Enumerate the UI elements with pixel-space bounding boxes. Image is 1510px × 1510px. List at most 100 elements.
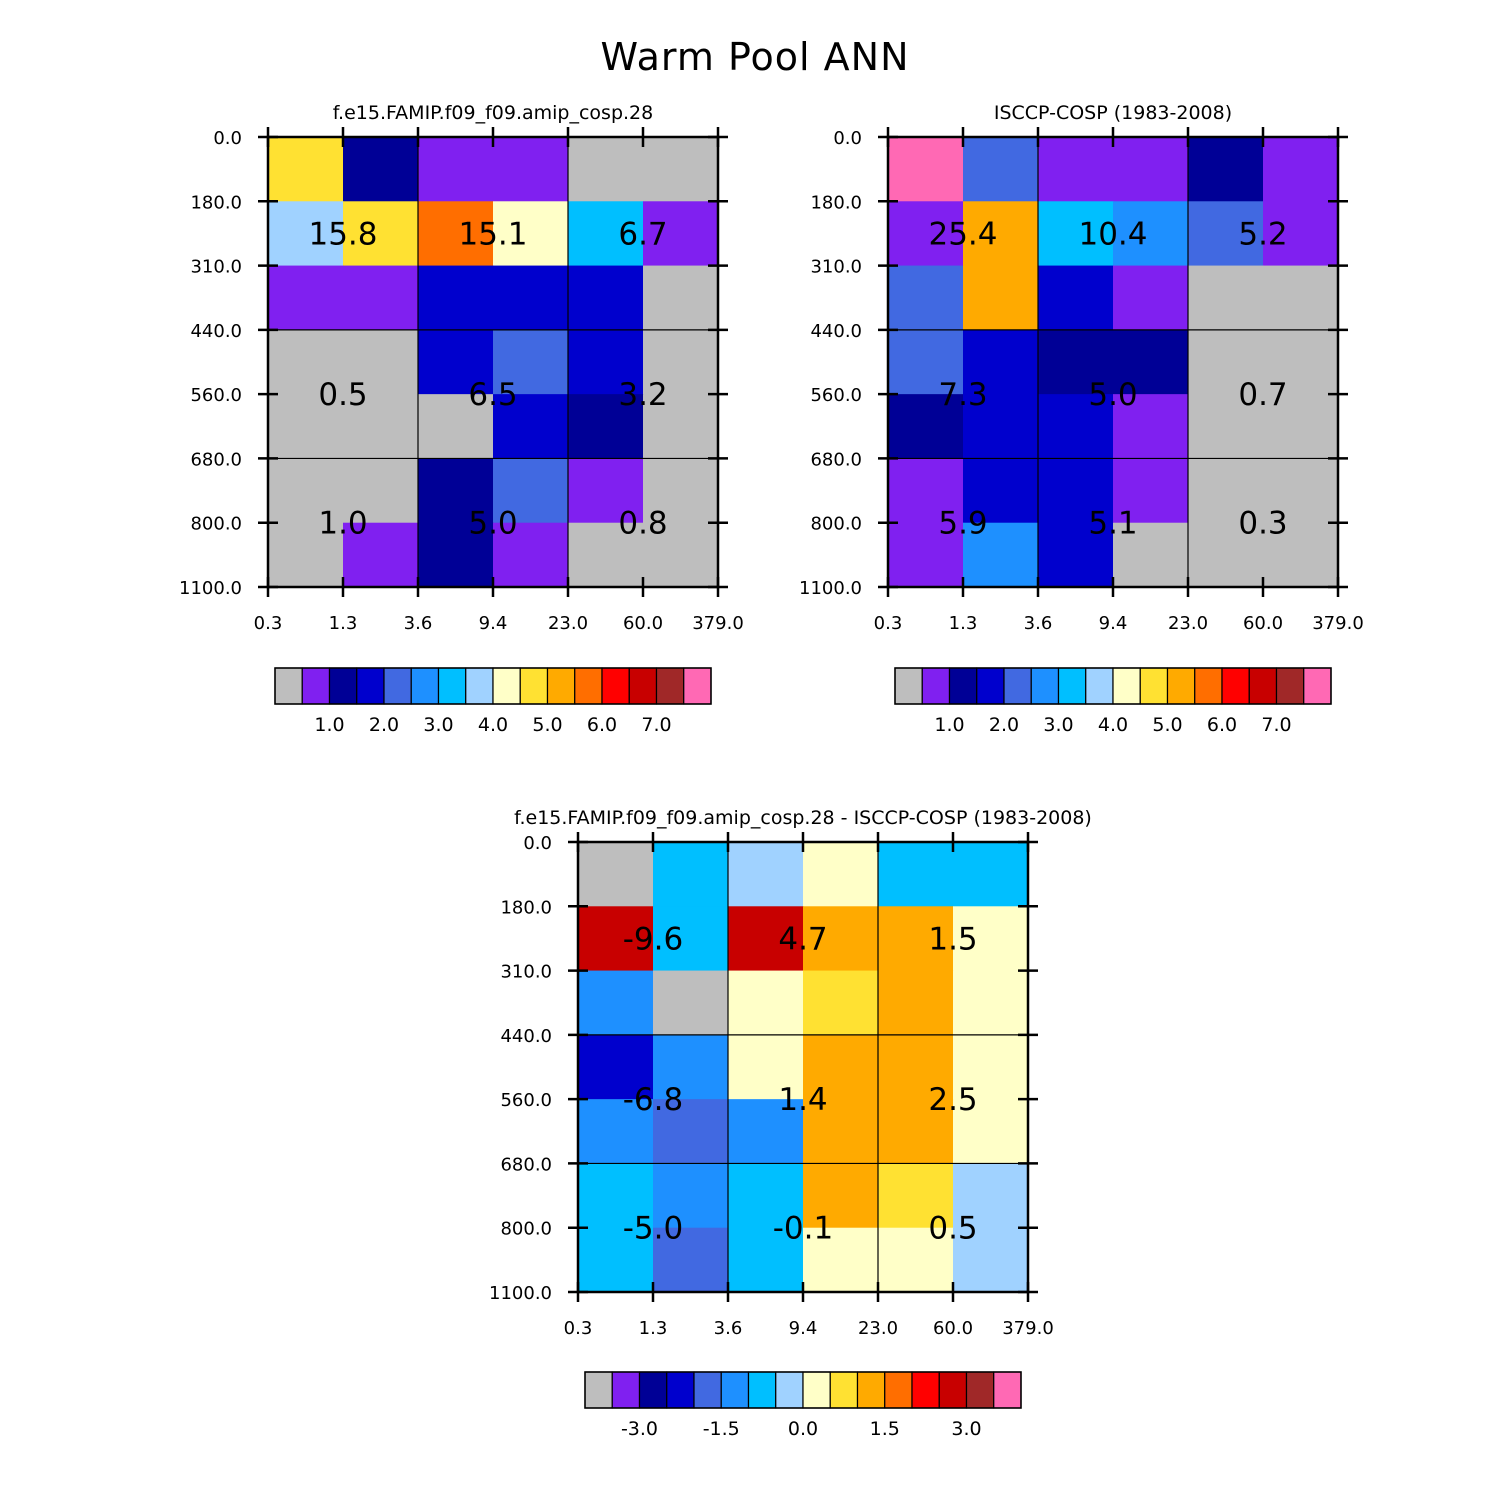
heatmap-cell (643, 265, 719, 331)
colorbar-swatch (1003, 667, 1032, 705)
y-tick-label: 800.0 (190, 514, 242, 535)
heatmap-cell (953, 1034, 1029, 1100)
colorbar-swatch (655, 667, 685, 705)
heatmap-cell (643, 329, 719, 395)
heatmap-cell (803, 842, 879, 907)
colorbar-tick-label: 0.0 (788, 1418, 818, 1440)
box-sum-label: 0.5 (928, 1211, 977, 1247)
heatmap-cell (1038, 394, 1114, 459)
x-tick-label: 60.0 (933, 1318, 973, 1339)
heatmap-cell (343, 458, 419, 524)
box-grid-lines (888, 137, 1338, 587)
colorbar-tick-label: 5.0 (532, 714, 562, 736)
heatmap-cell (643, 137, 719, 202)
heatmap-cell (803, 970, 879, 1036)
colorbar-swatch (666, 1371, 695, 1409)
heatmap-cell (578, 1163, 654, 1229)
colorbar-swatch (720, 1371, 750, 1409)
colorbar-tick-label: 3.0 (951, 1418, 981, 1440)
heatmap-cell (888, 394, 964, 459)
box-sum-label: 5.2 (1238, 216, 1287, 252)
heatmap-cell (578, 1099, 654, 1164)
heatmap-cell (1263, 201, 1339, 267)
heatmap-cell (803, 1034, 879, 1100)
colorbar-swatch (683, 667, 712, 705)
heatmap-cell (493, 265, 569, 331)
heatmap-cell (888, 329, 964, 395)
heatmap-cell (1038, 458, 1114, 524)
colorbar-swatch (328, 667, 358, 705)
colorbar-swatch (1194, 667, 1223, 705)
colorbar-frame (894, 667, 1332, 705)
box-sum-label: -5.0 (623, 1211, 684, 1247)
y-tick-label: 310.0 (190, 257, 242, 278)
y-tick-label: 560.0 (500, 1090, 552, 1111)
heatmap-cell (418, 522, 494, 588)
figure-title: Warm Pool ANN (600, 35, 909, 79)
y-tick-label: 680.0 (810, 449, 862, 470)
heatmap-cell (1113, 522, 1189, 588)
heatmap-cell (1113, 458, 1189, 524)
box-grid-lines (268, 137, 718, 587)
colorbar-swatch (1057, 667, 1087, 705)
panel-title: ISCCP-COSP (1983-2008) (994, 102, 1232, 124)
x-tick-label: 0.3 (564, 1318, 593, 1339)
colorbar-swatch (1166, 667, 1196, 705)
heatmap-cell (963, 458, 1039, 524)
x-tick-label: 23.0 (1168, 613, 1208, 634)
heatmap-cell (1263, 394, 1339, 459)
heatmap-cell (953, 1099, 1029, 1164)
box-sum-label: 7.3 (938, 377, 987, 413)
heatmap-cell (653, 906, 729, 972)
colorbar-swatch (1303, 667, 1332, 705)
heatmap-cell (1188, 394, 1264, 459)
heatmap-cell (268, 394, 344, 459)
heatmap-cell (1263, 137, 1339, 202)
heatmap-cell (1113, 265, 1189, 331)
colorbar-swatch (976, 667, 1005, 705)
y-tick-label: 0.0 (833, 128, 862, 149)
panel-obs: ISCCP-COSP (1983-2008) 0.0 180.0 310.0 440.0… (799, 102, 1364, 736)
colorbar-swatch (410, 667, 440, 705)
colorbar-swatch (584, 1371, 613, 1409)
y-tick-label: 440.0 (500, 1026, 552, 1047)
box-sum-label: 5.0 (1088, 377, 1137, 413)
heatmap-cell (878, 1034, 954, 1100)
x-tick-label: 0.3 (254, 613, 283, 634)
heatmap-cell (568, 137, 644, 202)
heatmap-cell (578, 906, 654, 972)
colorbar-tick-label: -1.5 (703, 1418, 740, 1440)
x-tick-label: 1.3 (639, 1318, 668, 1339)
y-tick-label: 680.0 (190, 449, 242, 470)
heatmap-cell (578, 1227, 654, 1293)
heatmap-cell (728, 970, 804, 1036)
heatmap-cell (963, 265, 1039, 331)
x-tick-label: 0.3 (874, 613, 903, 634)
panel-title: f.e15.FAMIP.f09_f09.amip_cosp.28 (333, 102, 653, 124)
heatmap-cell (653, 1227, 729, 1293)
x-tick-label: 60.0 (623, 613, 663, 634)
heatmap-cell (963, 201, 1039, 267)
heatmap-cell (653, 842, 729, 907)
heatmap-cell (653, 1099, 729, 1164)
heatmap-cell (568, 201, 644, 267)
y-tick-label: 440.0 (810, 321, 862, 342)
heatmap-cell (1038, 201, 1114, 267)
colorbar-swatch (356, 667, 385, 705)
box-sum-label: 15.8 (308, 216, 377, 252)
heatmap-cell (963, 522, 1039, 588)
heatmap-cell (343, 137, 419, 202)
colorbar-tick-label: 3.0 (1043, 714, 1073, 736)
heatmap-cell (568, 329, 644, 395)
axis-ticks: 0.0 180.0 310.0 440.0 560.0 680.0 800.0 1100.0 0… (799, 127, 1364, 634)
heatmap-cell (1188, 201, 1264, 267)
colorbar-swatch (465, 667, 494, 705)
panels: f.e15.FAMIP.f09_f09.amip_cosp.28 0.0 180.0… (179, 102, 1364, 1440)
y-tick-label: 0.0 (213, 128, 242, 149)
box-sum-label: 5.1 (1088, 506, 1137, 542)
colorbar-swatch (274, 667, 303, 705)
panel-model: f.e15.FAMIP.f09_f09.amip_cosp.28 0.0 180.0… (179, 102, 744, 736)
heatmap-cell (343, 201, 419, 267)
colorbar-swatch (628, 667, 658, 705)
heatmap-cell (728, 842, 804, 907)
